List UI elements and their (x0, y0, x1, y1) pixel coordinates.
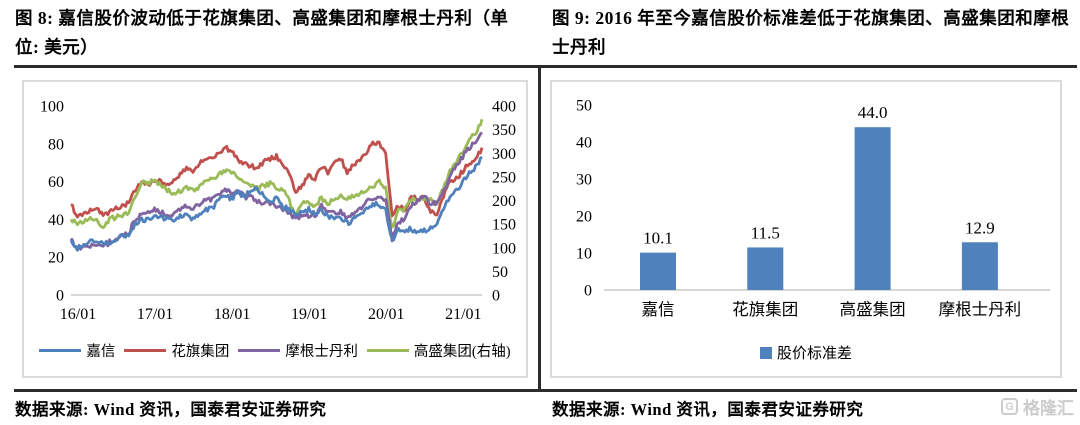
x-axis-tick: 16/01 (60, 306, 96, 323)
right-axis-tick: 400 (492, 99, 516, 116)
x-axis-tick: 21/01 (445, 306, 481, 323)
y-axis-tick: 40 (576, 135, 592, 152)
bar-3 (961, 242, 998, 290)
right-axis-tick: 100 (492, 240, 516, 257)
legend-item-std: 股价标准差 (759, 342, 852, 363)
bar-value-label: 44.0 (858, 103, 888, 122)
y-axis-tick: 0 (584, 283, 592, 300)
left-axis-tick: 80 (48, 136, 64, 153)
right-axis-tick: 300 (492, 146, 516, 163)
bar-value-label: 10.1 (643, 229, 673, 248)
bottom-rule (14, 389, 1077, 392)
top-rule (14, 65, 1077, 68)
x-axis-tick: 18/01 (214, 306, 250, 323)
legend-item-1: 花旗集团 (124, 340, 229, 361)
right-axis-tick: 0 (492, 288, 500, 305)
x-axis-tick: 17/01 (137, 306, 173, 323)
legend-square-swatch (759, 346, 772, 359)
legend-line-swatch (124, 348, 167, 353)
left-axis-tick: 0 (56, 288, 64, 305)
bar-category-label: 嘉信 (642, 300, 675, 319)
right-axis-tick: 50 (492, 264, 508, 281)
bar-category-label: 花旗集团 (732, 300, 798, 319)
bar-0 (640, 252, 676, 290)
right-axis-tick: 250 (492, 169, 516, 186)
x-axis-tick: 19/01 (291, 306, 327, 323)
bar-category-label: 摩根士丹利 (939, 300, 1022, 319)
bar-2 (854, 127, 891, 290)
legend-line-swatch (39, 348, 82, 353)
left-axis-tick: 100 (40, 99, 64, 116)
y-axis-tick: 50 (576, 98, 592, 115)
legend-item-3: 高盛集团(右轴) (366, 340, 511, 361)
legend-label: 嘉信 (86, 344, 116, 360)
legend-label: 高盛集团(右轴) (413, 344, 511, 360)
legend-label: 摩根士丹利 (285, 344, 358, 360)
figure9-source: 数据来源: Wind 资讯，国泰君安证券研究 (552, 400, 864, 419)
legend-label: 花旗集团 (171, 344, 230, 360)
right-axis-tick: 200 (492, 193, 516, 210)
gelonghui-watermark-text: 格隆汇 (1023, 399, 1074, 418)
right-axis-tick: 350 (492, 122, 516, 139)
gelonghui-logo-icon: G (1001, 398, 1018, 415)
y-axis-tick: 20 (576, 209, 592, 226)
line-series-0 (69, 155, 483, 252)
line-series-3 (69, 118, 484, 230)
figure9-title: 图 9: 2016 年至今嘉信股价标准差低于花旗集团、高盛集团和摩根士丹利 (552, 8, 1070, 57)
left-axis-tick: 40 (48, 212, 64, 229)
left-axis-tick: 60 (48, 174, 64, 191)
line-chart-plot: 0 20 40 60 80 100 0 50 100 150 200 250 300 350 400 16/0… (40, 99, 516, 324)
bar-1 (747, 247, 784, 290)
legend-item-0: 嘉信 (39, 340, 115, 361)
bar-value-label: 12.9 (965, 218, 995, 237)
bar-category-label: 高盛集团 (840, 300, 906, 319)
figure8-line-chart: 0 20 40 60 80 100 0 50 100 150 200 250 300 350 400 16/0… (22, 80, 528, 378)
figure8-legend: 嘉信 花旗集团 摩根士丹利 高盛集团(右轴) (24, 340, 526, 361)
legend-item-2: 摩根士丹利 (238, 340, 358, 361)
legend-line-swatch (366, 348, 409, 353)
y-axis-tick: 10 (576, 246, 592, 263)
x-axis-tick: 20/01 (368, 306, 404, 323)
bar-value-label: 11.5 (751, 223, 780, 242)
panel-divider (538, 65, 541, 392)
figure9-bar-chart: 0 10 20 30 40 50 10.1 嘉信 11.5 花旗集团 44.0 高盛集团 12.9 摩根士… (550, 80, 1062, 378)
line-series-2 (69, 131, 483, 251)
right-axis-tick: 150 (492, 217, 516, 234)
bar-chart-plot: 0 10 20 30 40 50 10.1 嘉信 11.5 花旗集团 44.0 高盛集团 12.9 摩根士… (576, 98, 1050, 319)
legend-label: 股价标准差 (776, 346, 852, 362)
y-axis-tick: 30 (576, 172, 592, 189)
left-axis-tick: 20 (48, 250, 64, 267)
legend-line-swatch (238, 348, 281, 353)
figure8-title: 图 8: 嘉信股价波动低于花旗集团、高盛集团和摩根士丹利（单位: 美元） (15, 8, 509, 57)
figure9-legend: 股价标准差 (552, 342, 1060, 363)
gelonghui-watermark: G 格隆汇 (1001, 394, 1074, 419)
figure8-source: 数据来源: Wind 资讯，国泰君安证券研究 (15, 400, 327, 419)
